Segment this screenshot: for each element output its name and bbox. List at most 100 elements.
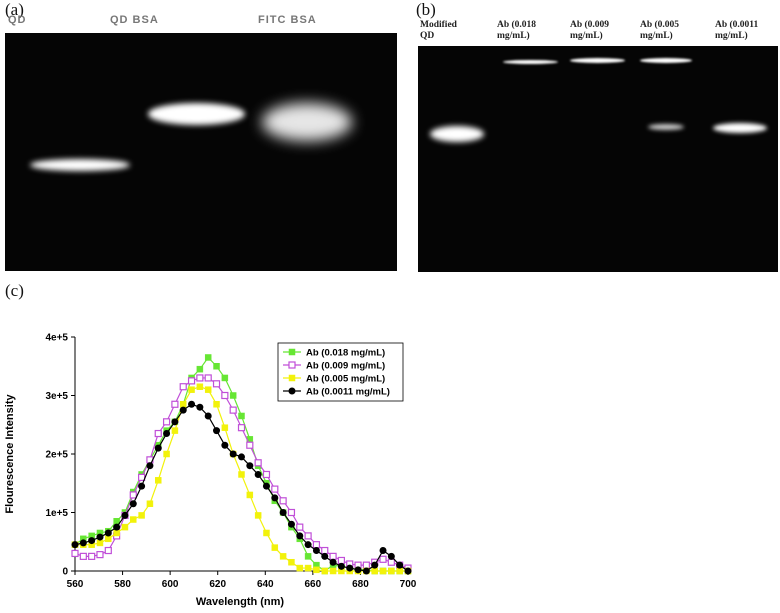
data-point (196, 383, 204, 390)
data-point (129, 500, 137, 508)
data-point (129, 491, 137, 499)
data-point (113, 529, 120, 537)
data-point (288, 558, 295, 566)
data-point (130, 516, 137, 523)
legend-label: Ab (0.005 mg/mL) (306, 374, 385, 385)
data-point (254, 512, 262, 519)
data-point (229, 450, 237, 458)
gel-band (503, 60, 558, 64)
lane-label: QD BSA (110, 14, 159, 26)
y-axis-title: Flourescence Intensity (4, 394, 16, 514)
data-point (296, 564, 304, 572)
data-point (196, 403, 204, 411)
data-point (296, 532, 304, 540)
y-tick-label: 0 (62, 567, 68, 578)
data-point (279, 497, 287, 505)
data-point (96, 551, 104, 559)
data-point (362, 561, 370, 569)
data-point (88, 537, 96, 545)
data-point (221, 391, 229, 400)
gel-band (648, 124, 684, 130)
data-point (121, 523, 129, 531)
gel-image (418, 46, 778, 272)
gel-band (262, 103, 352, 141)
data-point (387, 552, 395, 560)
data-point (379, 567, 387, 575)
y-tick-label: 1e+5 (45, 508, 68, 519)
data-point (204, 374, 212, 382)
data-point (404, 567, 412, 575)
x-tick-label: 580 (114, 579, 131, 590)
x-axis-title: Wavelength (nm) (196, 596, 285, 608)
data-point (304, 564, 312, 572)
panel-label: (b) (416, 0, 436, 19)
data-point (213, 401, 220, 408)
x-tick-label: 600 (162, 579, 179, 590)
data-point (313, 566, 320, 574)
data-point (146, 462, 154, 470)
data-point (287, 520, 295, 528)
data-point (221, 374, 229, 382)
lane-label: Ab (0.005 mg/mL) (640, 20, 680, 41)
data-point (379, 555, 387, 563)
data-point (104, 529, 112, 537)
data-point (312, 547, 320, 555)
data-point (154, 444, 162, 452)
data-point (396, 561, 404, 569)
data-point (254, 459, 262, 467)
data-point (146, 500, 154, 507)
data-point (346, 564, 354, 572)
data-point (105, 535, 112, 543)
data-point (321, 546, 329, 555)
data-point (171, 427, 179, 434)
legend-marker (288, 361, 296, 369)
data-point (271, 544, 279, 551)
data-point (96, 539, 104, 547)
x-tick-label: 620 (209, 579, 226, 590)
data-point (246, 441, 254, 449)
data-point (321, 567, 328, 575)
data-point (179, 401, 187, 408)
data-point (271, 485, 279, 493)
data-point (162, 418, 171, 426)
data-point (138, 482, 146, 490)
data-point (379, 547, 387, 555)
data-point (204, 354, 212, 361)
data-point (79, 539, 87, 547)
data-point (271, 494, 279, 502)
data-point (188, 386, 195, 393)
data-point (362, 567, 370, 575)
gel-band (570, 58, 625, 63)
legend-label: Ab (0.0011 mg/mL) (306, 387, 390, 398)
data-point (237, 424, 246, 432)
data-point (371, 561, 379, 569)
gel-band (430, 126, 484, 142)
data-point (171, 400, 179, 408)
data-point (204, 386, 212, 393)
data-point (304, 532, 312, 540)
data-point (388, 567, 395, 575)
data-point (221, 424, 229, 431)
legend-marker (288, 348, 296, 356)
y-tick-label: 3e+5 (45, 391, 68, 402)
data-point (196, 374, 204, 382)
legend-label: Ab (0.009 mg/mL) (306, 361, 385, 372)
x-tick-label: 560 (67, 579, 84, 590)
data-point (155, 477, 162, 484)
data-point (246, 491, 254, 499)
data-point (337, 562, 345, 570)
data-point (179, 383, 187, 391)
panel-label: (a) (5, 0, 24, 19)
data-point (371, 567, 378, 575)
x-tick-label: 640 (257, 579, 274, 590)
data-point (163, 430, 171, 438)
data-point (387, 558, 395, 566)
chart: Wavelength (nm) Flourescence Intensity 0… (4, 333, 417, 609)
lane-label: Ab (0.018 mg/mL) (497, 20, 537, 41)
data-point (121, 511, 129, 519)
data-point (113, 523, 121, 531)
gel-band (713, 123, 767, 133)
data-point (204, 412, 212, 420)
data-point (79, 552, 87, 560)
